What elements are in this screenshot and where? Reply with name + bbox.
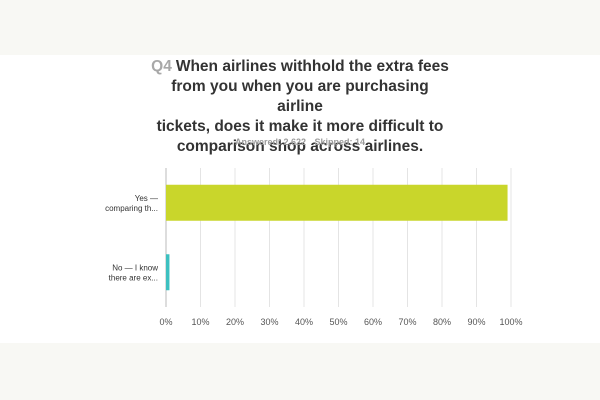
x-tick-label: 50%: [329, 317, 347, 327]
response-stats: Answered: 2,622 Skipped: 14: [150, 137, 450, 147]
bar: [166, 254, 170, 291]
question-line-2: from you when you are purchasing airline: [171, 78, 429, 115]
chart-title: Q4 When airlines withhold the extra fees …: [150, 57, 450, 157]
question-line-3: tickets, does it make it more difficult …: [156, 118, 444, 135]
question-line-4: comparison shop across airlines.: [176, 138, 424, 155]
category-label: Yes —: [135, 194, 158, 203]
bar: [166, 184, 508, 221]
category-label: comparing th...: [105, 204, 158, 213]
x-tick-label: 0%: [159, 317, 172, 327]
x-tick-label: 80%: [433, 317, 451, 327]
question-number: Q4: [151, 58, 172, 75]
x-tick-label: 60%: [364, 317, 382, 327]
x-tick-label: 100%: [499, 317, 522, 327]
category-label: there are ex...: [109, 273, 158, 282]
x-tick-label: 70%: [398, 317, 416, 327]
skipped-count: Skipped: 14: [314, 137, 366, 147]
x-tick-label: 30%: [260, 317, 278, 327]
x-tick-label: 10%: [191, 317, 209, 327]
x-tick-label: 20%: [226, 317, 244, 327]
x-tick-label: 40%: [295, 317, 313, 327]
x-tick-label: 90%: [467, 317, 485, 327]
question-line-1: When airlines withhold the extra fees: [175, 58, 449, 75]
category-label: No — I know: [112, 263, 158, 272]
answered-count: Answered: 2,622: [234, 137, 306, 147]
